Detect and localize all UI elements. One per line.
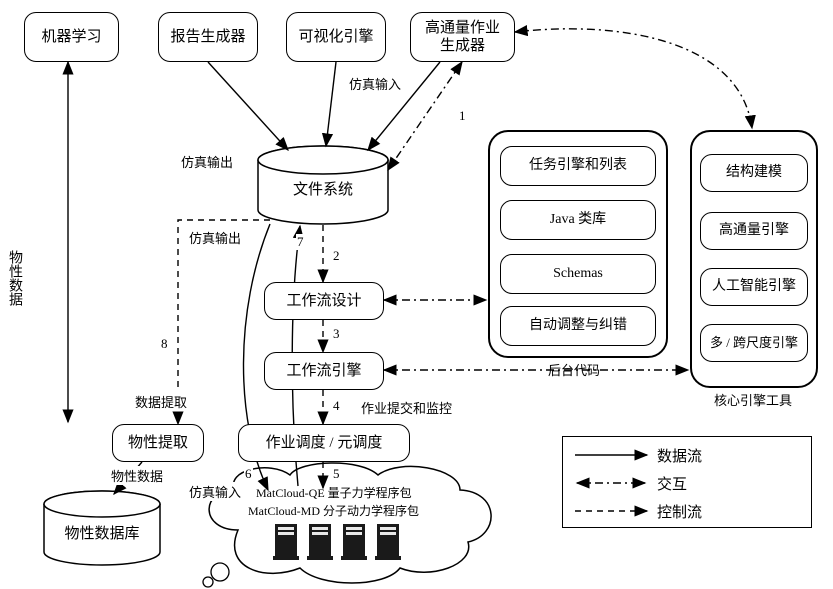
node-schedule: 作业调度 / 元调度 — [238, 424, 410, 462]
cloud-line1: MatCloud-QE 量子力学程序包 — [256, 484, 412, 501]
label-sim-out1: 仿真输出 — [180, 152, 234, 171]
label-sim-in-bot: 仿真输入 — [188, 482, 242, 501]
label-n6: 6 — [244, 466, 253, 482]
node-wfdesign: 工作流设计 — [264, 282, 384, 320]
filesystem-label: 文件系统 — [258, 178, 388, 199]
node-report: 报告生成器 — [158, 12, 258, 62]
label-n2: 2 — [332, 248, 341, 264]
core-caption: 核心引擎工具 — [714, 390, 792, 409]
node-extract: 物性提取 — [112, 424, 204, 462]
legend-line-solid — [571, 441, 653, 469]
legend-text-interact: 交互 — [653, 473, 687, 494]
db-label: 物性数据库 — [44, 522, 160, 543]
node-viz: 可视化引擎 — [286, 12, 386, 62]
label-prop-data-left: 物性数据 — [110, 466, 164, 485]
label-data-extract: 数据提取 — [134, 392, 188, 411]
label-n1: 1 — [458, 108, 467, 124]
node-struct: 结构建模 — [700, 154, 808, 192]
node-autoadj: 自动调整与纠错 — [500, 306, 656, 346]
server-icon — [374, 522, 402, 562]
node-java: Java 类库 — [500, 200, 656, 240]
legend-row-interact: 交互 — [571, 469, 803, 497]
legend-line-dashed — [571, 497, 653, 525]
label-job-submit: 作业提交和监控 — [360, 398, 453, 417]
label-n7: 7 — [296, 234, 305, 250]
label-n4: 4 — [332, 398, 341, 414]
label-sim-out2: 仿真输出 — [188, 228, 242, 247]
legend: 数据流 交互 控制流 — [562, 436, 812, 528]
label-n5: 5 — [332, 466, 341, 482]
label-n3: 3 — [332, 326, 341, 342]
server-icon — [306, 522, 334, 562]
node-highthru: 高通量作业 生成器 — [410, 12, 515, 62]
node-wfengine: 工作流引擎 — [264, 352, 384, 390]
node-schemas: Schemas — [500, 254, 656, 294]
node-task: 任务引擎和列表 — [500, 146, 656, 186]
legend-row-data: 数据流 — [571, 441, 803, 469]
backend-caption: 后台代码 — [548, 360, 600, 379]
servers — [272, 522, 402, 562]
node-ml: 机器学习 — [24, 12, 119, 62]
label-n8: 8 — [160, 336, 169, 352]
legend-text-control: 控制流 — [653, 501, 702, 522]
server-icon — [340, 522, 368, 562]
server-icon — [272, 522, 300, 562]
node-multi: 多 / 跨尺度引擎 — [700, 324, 808, 362]
legend-row-control: 控制流 — [571, 497, 803, 525]
label-prop-data-rot: 物性数据 — [4, 250, 24, 306]
label-sim-in-top: 仿真输入 — [348, 74, 402, 93]
legend-line-dashdot — [571, 469, 653, 497]
legend-text-data: 数据流 — [653, 445, 702, 466]
node-hte: 高通量引擎 — [700, 212, 808, 250]
node-ai: 人工智能引擎 — [700, 268, 808, 306]
cloud-line2: MatCloud-MD 分子动力学程序包 — [248, 502, 419, 519]
